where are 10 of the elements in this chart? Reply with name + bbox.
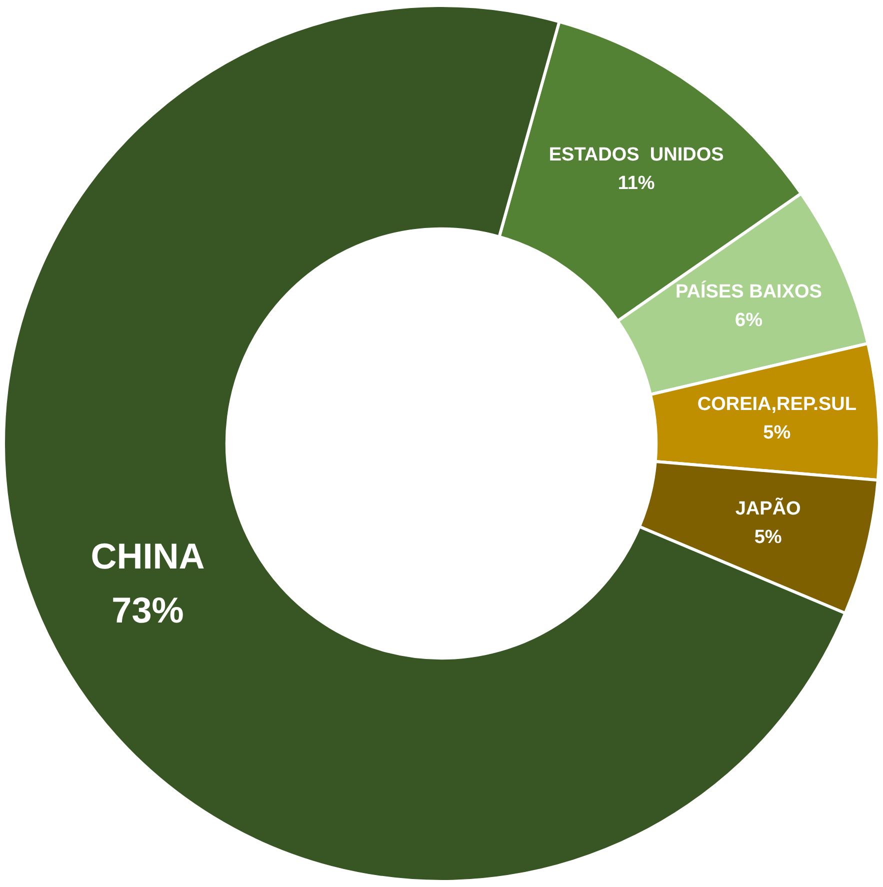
data-label: 73% xyxy=(112,589,184,630)
slice-label: CHINA xyxy=(90,535,205,576)
data-label: 5% xyxy=(754,527,782,548)
slice-label: ESTADOS UNIDOS xyxy=(548,144,724,166)
slice-label: PAÍSES BAIXOS xyxy=(676,280,822,303)
data-label: 6% xyxy=(735,310,763,332)
data-label: 11% xyxy=(618,172,655,194)
slice-label: COREIA,REP.SUL xyxy=(697,394,857,415)
data-label: 5% xyxy=(763,422,791,444)
slice-label: JAPÃO xyxy=(735,498,801,520)
